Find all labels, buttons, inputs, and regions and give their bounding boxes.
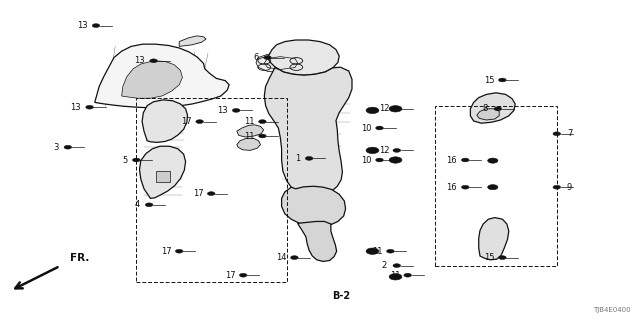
Circle shape [488, 185, 498, 190]
Text: 7: 7 [567, 129, 572, 138]
Text: 17: 17 [182, 117, 192, 126]
Circle shape [92, 24, 100, 28]
Circle shape [499, 256, 506, 260]
Text: FR.: FR. [70, 253, 89, 263]
Polygon shape [142, 100, 188, 142]
Polygon shape [95, 44, 229, 108]
Circle shape [239, 273, 247, 277]
Text: 10: 10 [362, 124, 372, 132]
Circle shape [376, 158, 383, 162]
Circle shape [499, 78, 506, 82]
Circle shape [259, 134, 266, 138]
Polygon shape [179, 36, 206, 46]
Circle shape [232, 108, 240, 112]
Polygon shape [477, 109, 499, 120]
Text: 16: 16 [446, 156, 456, 164]
Circle shape [461, 185, 469, 189]
Polygon shape [298, 221, 337, 261]
Text: 13: 13 [134, 56, 145, 65]
Circle shape [389, 157, 402, 163]
Circle shape [494, 107, 502, 111]
Circle shape [461, 158, 469, 162]
Bar [435, 106, 557, 266]
Text: 1: 1 [295, 154, 300, 163]
Polygon shape [282, 186, 346, 226]
Text: 9: 9 [567, 183, 572, 192]
Text: 11: 11 [372, 247, 383, 256]
Circle shape [366, 107, 379, 114]
Text: 6: 6 [253, 53, 259, 62]
Bar [156, 171, 170, 182]
Text: 14: 14 [276, 253, 287, 262]
Circle shape [264, 56, 271, 60]
Text: 11: 11 [390, 271, 400, 280]
Text: 2: 2 [381, 261, 387, 270]
Text: 4: 4 [135, 200, 140, 209]
Polygon shape [237, 125, 264, 137]
Circle shape [175, 249, 183, 253]
Bar [136, 98, 287, 282]
Text: 12: 12 [379, 146, 389, 155]
Circle shape [553, 185, 561, 189]
Circle shape [404, 273, 412, 277]
Circle shape [150, 59, 157, 63]
Text: 3: 3 [54, 143, 59, 152]
Text: TJB4E0400: TJB4E0400 [593, 308, 630, 313]
Text: 16: 16 [446, 183, 456, 192]
Text: B-2: B-2 [332, 291, 350, 301]
Circle shape [305, 156, 313, 160]
Text: 13: 13 [217, 106, 227, 115]
Polygon shape [470, 93, 515, 123]
Polygon shape [268, 40, 339, 75]
Polygon shape [140, 146, 186, 198]
Text: 10: 10 [362, 156, 372, 164]
Circle shape [393, 264, 401, 268]
Text: 15: 15 [484, 76, 495, 84]
Text: 8: 8 [483, 104, 488, 113]
Circle shape [132, 158, 140, 162]
Text: 5: 5 [122, 156, 127, 164]
Circle shape [259, 120, 266, 124]
Text: 13: 13 [70, 103, 81, 112]
Circle shape [387, 249, 394, 253]
Circle shape [389, 274, 402, 280]
Circle shape [366, 248, 379, 254]
Text: 17: 17 [193, 189, 204, 198]
Text: 15: 15 [484, 253, 495, 262]
Circle shape [488, 158, 498, 163]
Polygon shape [237, 138, 260, 150]
Text: 11: 11 [244, 117, 255, 126]
Text: 12: 12 [379, 104, 389, 113]
Polygon shape [264, 67, 352, 195]
Circle shape [196, 120, 204, 124]
Text: 13: 13 [77, 21, 87, 30]
Text: 11: 11 [244, 132, 255, 140]
Circle shape [86, 105, 93, 109]
Polygon shape [479, 218, 509, 260]
Polygon shape [122, 61, 182, 98]
Circle shape [553, 132, 561, 136]
Circle shape [393, 148, 401, 152]
Circle shape [376, 126, 383, 130]
Circle shape [145, 203, 153, 207]
Polygon shape [256, 53, 306, 73]
Text: 17: 17 [225, 271, 236, 280]
Circle shape [389, 106, 402, 112]
Circle shape [64, 145, 72, 149]
Circle shape [393, 107, 401, 111]
Circle shape [366, 147, 379, 154]
Circle shape [291, 256, 298, 260]
Circle shape [207, 192, 215, 196]
Text: 17: 17 [161, 247, 172, 256]
